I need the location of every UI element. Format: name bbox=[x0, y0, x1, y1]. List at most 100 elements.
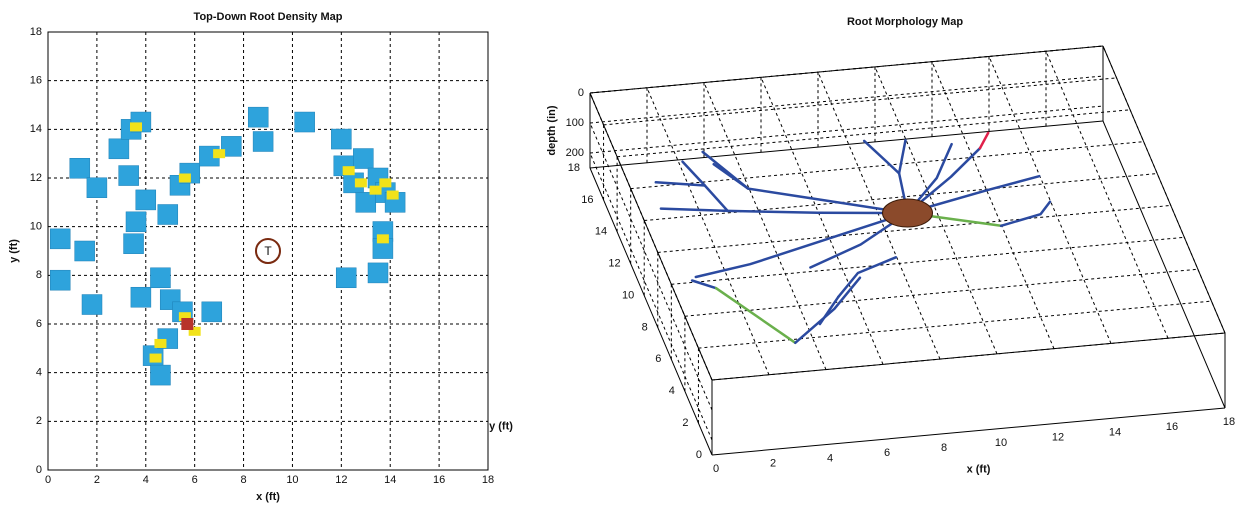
y-tick-label: 4 bbox=[669, 385, 675, 397]
root-segment bbox=[838, 257, 896, 297]
y-tick-label: 14 bbox=[595, 226, 607, 238]
z-axis-label: depth (in) bbox=[546, 105, 558, 155]
root-segment bbox=[899, 140, 905, 173]
y-tick-label: 10 bbox=[30, 221, 42, 233]
root-segment bbox=[696, 213, 908, 277]
box-edge bbox=[1103, 121, 1225, 408]
density-cell bbox=[387, 191, 399, 200]
z-tick-label: 0 bbox=[578, 87, 584, 99]
density-cell bbox=[295, 112, 315, 132]
y-tick-label: 10 bbox=[622, 289, 634, 301]
root-segment bbox=[661, 209, 908, 213]
grid-line bbox=[647, 88, 769, 375]
figure: 0 2 4 6 8 10 12 14 16 18 0 2 4 6 8 10 12 14 16 18 T Top-Down … bbox=[0, 0, 1249, 509]
tree-label: T bbox=[264, 244, 272, 258]
x-tick-label: 16 bbox=[1166, 421, 1178, 433]
grid-line bbox=[989, 56, 1111, 343]
density-cell bbox=[109, 139, 129, 159]
y-tick-label: 0 bbox=[36, 464, 42, 476]
y-tick-label: 6 bbox=[36, 318, 42, 330]
box-edge bbox=[1103, 46, 1225, 333]
box-edge bbox=[590, 46, 1103, 93]
chart-title: Top-Down Root Density Map bbox=[194, 11, 343, 23]
grid-line bbox=[590, 76, 1103, 123]
x-tick-label: 12 bbox=[1052, 432, 1064, 444]
y-tick-label: 12 bbox=[608, 258, 620, 270]
grid-line bbox=[590, 106, 1103, 153]
chart-title: Root Morphology Map bbox=[847, 16, 963, 28]
y-tick-label: 2 bbox=[36, 415, 42, 427]
density-cell bbox=[130, 122, 142, 131]
y-tick-label: 4 bbox=[36, 367, 42, 379]
x-tick-label: 2 bbox=[770, 458, 776, 470]
x-axis-label: x (ft) bbox=[967, 463, 991, 475]
density-cell bbox=[336, 268, 356, 288]
grid-line bbox=[590, 153, 712, 440]
density-cell bbox=[248, 107, 268, 127]
x-tick-label: 0 bbox=[713, 463, 719, 475]
x-tick-label: 0 bbox=[45, 474, 51, 486]
density-cell bbox=[331, 129, 351, 149]
density-cell bbox=[379, 178, 391, 187]
x-tick-label: 14 bbox=[384, 474, 396, 486]
density-cell bbox=[150, 365, 170, 385]
density-cell bbox=[343, 166, 355, 175]
x-tick-label: 8 bbox=[240, 474, 246, 486]
density-cell bbox=[131, 287, 151, 307]
density-cell bbox=[150, 354, 162, 363]
box-edge bbox=[590, 168, 712, 455]
y-tick-label: 18 bbox=[30, 26, 42, 38]
density-cell bbox=[356, 192, 376, 212]
y-tick-label: 8 bbox=[36, 269, 42, 281]
x-tick-label: 2 bbox=[94, 474, 100, 486]
density-cell bbox=[355, 178, 367, 187]
y-axis-label: y (ft) bbox=[489, 420, 513, 432]
x-tick-label: 4 bbox=[143, 474, 149, 486]
density-cell bbox=[136, 190, 156, 210]
box-edge bbox=[590, 93, 712, 380]
density-cell bbox=[150, 268, 170, 288]
density-cell bbox=[154, 339, 166, 348]
density-cell bbox=[87, 178, 107, 198]
density-cell bbox=[126, 212, 146, 232]
y-tick-label: 16 bbox=[581, 194, 593, 206]
y-tick-label: 2 bbox=[682, 417, 688, 429]
y-tick-label: 14 bbox=[30, 123, 42, 135]
density-cell bbox=[50, 229, 70, 249]
y-tick-label: 16 bbox=[30, 75, 42, 87]
density-cell bbox=[353, 149, 373, 169]
root-segment bbox=[1001, 202, 1050, 226]
density-cell bbox=[124, 234, 144, 254]
box-edge bbox=[712, 408, 1225, 455]
x-tick-label: 10 bbox=[286, 474, 298, 486]
density-cell bbox=[368, 263, 388, 283]
density-cell bbox=[82, 295, 102, 315]
x-tick-label: 14 bbox=[1109, 426, 1121, 438]
density-cell bbox=[181, 318, 193, 330]
x-tick-label: 6 bbox=[192, 474, 198, 486]
grid-line bbox=[1046, 51, 1168, 338]
density-cell bbox=[50, 270, 70, 290]
root-segment bbox=[980, 133, 988, 148]
density-cell bbox=[158, 205, 178, 225]
density-cell bbox=[202, 302, 222, 322]
density-cell bbox=[70, 158, 90, 178]
root-segment bbox=[795, 278, 860, 343]
density-cell bbox=[75, 241, 95, 261]
grid-line bbox=[704, 83, 826, 370]
trunk bbox=[883, 199, 933, 227]
y-tick-label: 18 bbox=[568, 162, 580, 174]
z-tick-label: 200 bbox=[566, 147, 584, 159]
x-tick-label: 18 bbox=[482, 474, 494, 486]
grid-line bbox=[932, 62, 1054, 349]
x-tick-label: 6 bbox=[884, 447, 890, 459]
x-tick-label: 16 bbox=[433, 474, 445, 486]
x-tick-label: 4 bbox=[827, 452, 833, 464]
root-segment bbox=[714, 164, 908, 213]
x-tick-label: 8 bbox=[941, 442, 947, 454]
density-cell bbox=[377, 234, 389, 243]
y-tick-label: 8 bbox=[642, 321, 648, 333]
density-cell bbox=[119, 166, 139, 186]
y-axis-label: y (ft) bbox=[8, 239, 20, 263]
root-segment bbox=[820, 297, 838, 324]
